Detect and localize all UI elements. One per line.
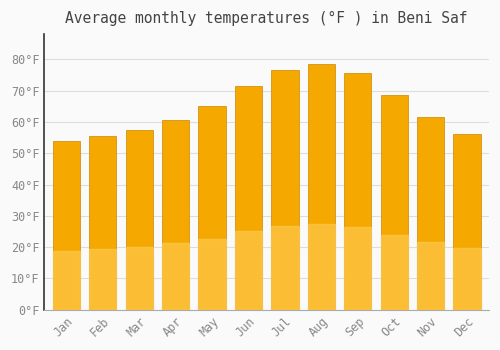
- Bar: [344, 74, 372, 310]
- Bar: [454, 134, 480, 310]
- Bar: [380, 234, 408, 310]
- Bar: [89, 136, 117, 310]
- Bar: [52, 251, 80, 310]
- Bar: [454, 248, 480, 310]
- Bar: [162, 120, 190, 310]
- Bar: [126, 247, 153, 310]
- Bar: [198, 106, 226, 310]
- Bar: [162, 244, 190, 310]
- Bar: [417, 242, 444, 310]
- Bar: [417, 117, 444, 310]
- Bar: [271, 226, 298, 310]
- Bar: [380, 95, 408, 310]
- Bar: [308, 64, 335, 310]
- Bar: [271, 70, 298, 310]
- Bar: [52, 141, 80, 310]
- Bar: [235, 86, 262, 310]
- Title: Average monthly temperatures (°F ) in Beni Saf: Average monthly temperatures (°F ) in Be…: [66, 11, 468, 26]
- Bar: [126, 130, 153, 310]
- Bar: [308, 224, 335, 310]
- Bar: [344, 227, 372, 310]
- Bar: [89, 249, 117, 310]
- Bar: [235, 231, 262, 310]
- Bar: [198, 238, 226, 310]
